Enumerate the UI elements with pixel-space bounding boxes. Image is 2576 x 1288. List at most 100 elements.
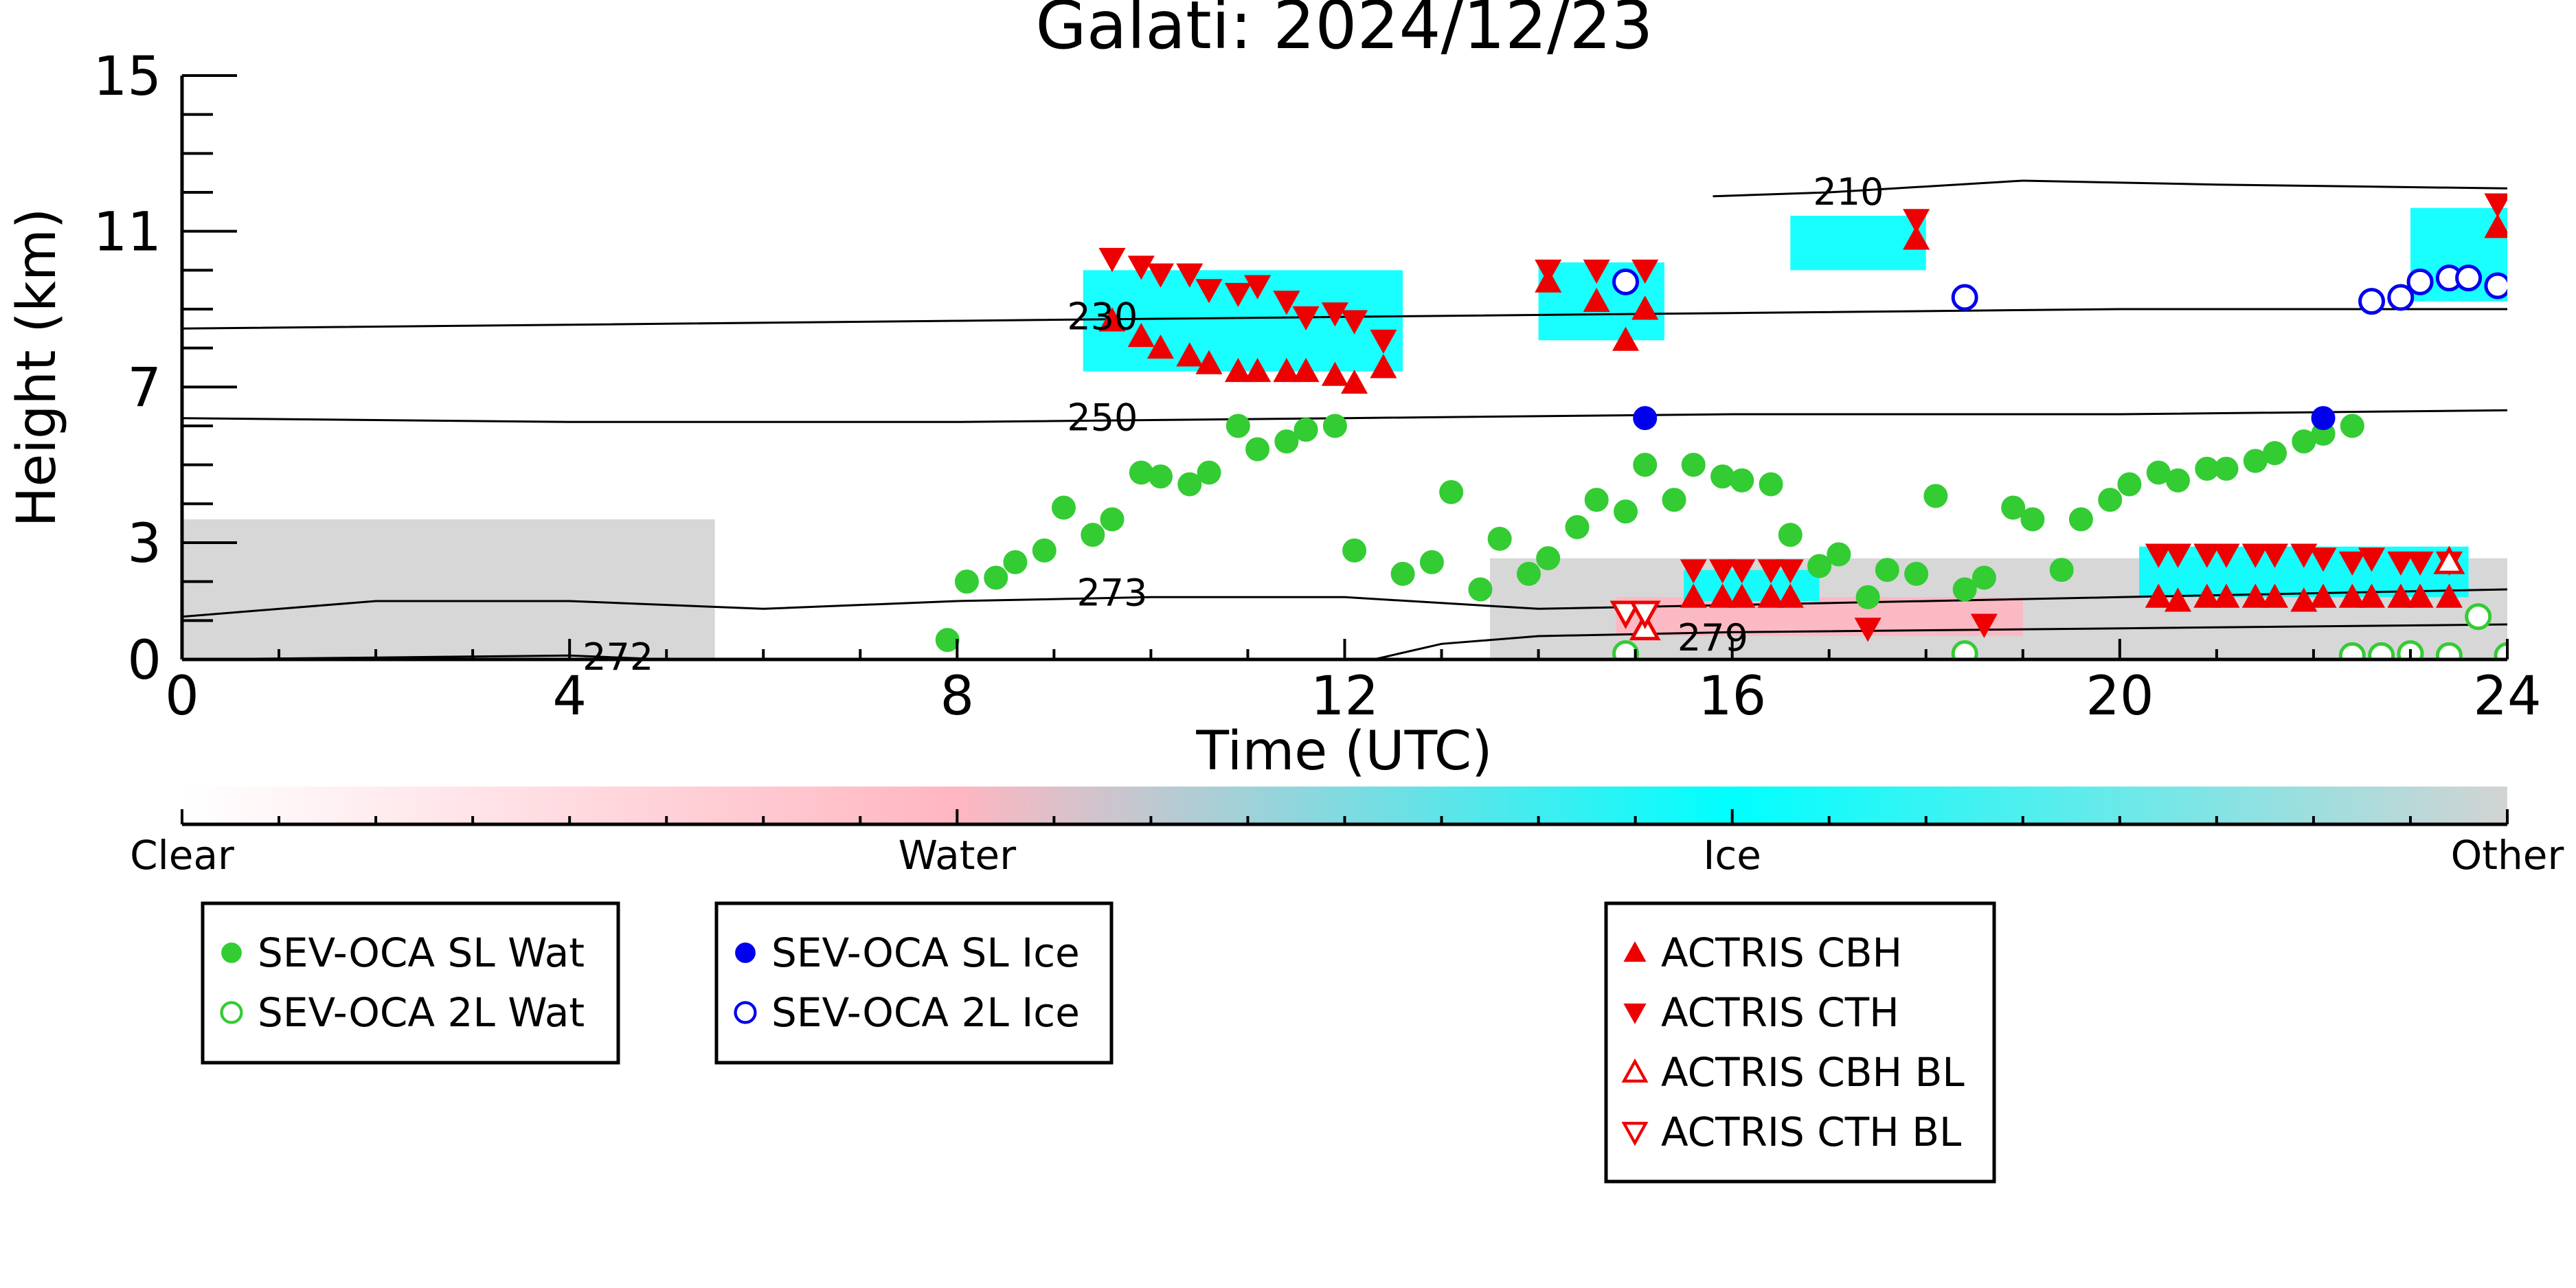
- point-sev-oca-2l-wat: [2435, 642, 2463, 659]
- point-sev-oca-2l-wat: [2465, 603, 2492, 631]
- point-sev-oca-2l-wat: [1951, 640, 1978, 659]
- point-sev-oca-sl-wat: [1149, 464, 1173, 489]
- point-actris-cbh: [1195, 350, 1223, 374]
- point-actris-cbh: [1176, 342, 1204, 367]
- point-actris-cth: [1709, 559, 1737, 584]
- point-sev-oca-sl-wat: [1536, 546, 1561, 571]
- point-actris-cth: [1244, 275, 1272, 300]
- point-sev-oca-2l-ice: [2406, 268, 2434, 295]
- point-actris-cbh: [1757, 583, 1785, 608]
- colorbar: Clear Water Ice Other: [130, 787, 2564, 879]
- point-actris-cth: [1224, 282, 1252, 308]
- point-sev-oca-sl-wat: [1342, 538, 1367, 563]
- point-actris-cth: [2164, 543, 2192, 568]
- point-actris-cth: [2358, 547, 2386, 572]
- point-actris-cbh: [1244, 357, 1272, 383]
- point-sev-oca-sl-wat: [1051, 495, 1076, 520]
- point-actris-cbh: [1612, 326, 1640, 351]
- point-actris-cbh: [2484, 214, 2507, 238]
- point-sev-oca-sl-wat: [1827, 542, 1851, 567]
- series-sev-oca-2l-wat: [1612, 603, 2507, 659]
- point-sev-oca-sl-wat: [1081, 523, 1105, 547]
- point-actris-cth: [1292, 306, 1320, 331]
- point-sev-oca-sl-wat: [1468, 577, 1493, 602]
- point-sev-oca-sl-wat: [2263, 441, 2287, 466]
- point-actris-cth: [2406, 551, 2434, 576]
- legend-marker-actris-cbh-bl: [1621, 1058, 1649, 1083]
- point-actris-cbh: [1776, 583, 1804, 608]
- point-actris-cth: [1098, 247, 1126, 273]
- point-actris-cbh: [1224, 357, 1252, 383]
- point-sev-oca-sl-wat: [1390, 561, 1415, 586]
- legend-box-2: SEV-OCA SL Ice SEV-OCA 2L Ice: [714, 901, 1114, 1065]
- point-actris-cbh: [2213, 583, 2240, 608]
- legend-marker-sev-oca-sl-wat: [221, 942, 242, 963]
- x-tick-label: 20: [2086, 666, 2154, 727]
- point-sev-oca-sl-wat: [1293, 418, 1318, 442]
- point-actris-cth: [1776, 559, 1804, 584]
- legend-item-actris-cth: ACTRIS CTH: [1623, 989, 1899, 1036]
- point-sev-oca-sl-wat: [1633, 453, 1658, 477]
- legend-marker-sev-oca-2l-wat: [220, 1001, 243, 1024]
- point-sev-oca-sl-wat: [1681, 453, 1706, 477]
- chart-title: Galati: 2024/12/23: [1035, 0, 1653, 64]
- axes: 0 4 8 12 16 20 24 0 3 7 11 15: [93, 46, 2542, 727]
- y-tick-label: 11: [93, 202, 161, 264]
- point-sev-oca-sl-wat: [2049, 558, 2074, 583]
- point-sev-oca-sl-wat: [1662, 488, 1686, 512]
- point-sev-oca-2l-ice: [2387, 284, 2415, 311]
- point-actris-cth: [2261, 543, 2289, 568]
- point-sev-oca-sl-wat: [1197, 460, 1221, 485]
- point-sev-oca-2l-ice: [1951, 284, 1978, 311]
- legend-marker-actris-cth: [1623, 1003, 1647, 1024]
- x-tick-label: 4: [552, 666, 587, 727]
- x-tick-label: 0: [165, 666, 199, 727]
- point-sev-oca-sl-wat: [1759, 472, 1783, 497]
- point-actris-cbh: [1341, 369, 1368, 394]
- legend-item-sev-oca-2l-wat: SEV-OCA 2L Wat: [220, 989, 585, 1036]
- point-sev-oca-sl-wat: [1439, 479, 1464, 504]
- point-sev-oca-sl-wat: [1875, 558, 1899, 583]
- y-tick-label: 7: [127, 357, 161, 419]
- point-sev-oca-sl-wat: [935, 628, 960, 653]
- point-sev-oca-sl-wat: [2068, 507, 2093, 532]
- point-sev-oca-sl-wat: [1419, 550, 1444, 574]
- point-actris-cth: [1176, 263, 1204, 288]
- legend-label-actris-cth: ACTRIS CTH: [1661, 989, 1899, 1036]
- point-actris-cbh: [2261, 583, 2289, 608]
- point-actris-cth: [2145, 543, 2172, 568]
- legend-label-actris-cth-bl: ACTRIS CTH BL: [1661, 1109, 1961, 1155]
- point-actris-cth: [2338, 551, 2366, 576]
- point-actris-cth: [1970, 613, 1998, 638]
- point-sev-oca-2l-ice: [2455, 264, 2483, 292]
- point-actris-cth: [2484, 193, 2507, 218]
- point-actris-cth: [2193, 543, 2221, 568]
- series-actris-cbh: [1098, 214, 2507, 612]
- point-actris-cth: [1728, 559, 1756, 584]
- contour-label-250: 250: [1067, 396, 1138, 440]
- point-actris-cth: [1370, 329, 1397, 354]
- legend-marker-sev-oca-2l-ice: [734, 1001, 757, 1024]
- legend-frame: [201, 901, 620, 1065]
- point-actris-cth: [1631, 259, 1659, 284]
- point-actris-cth: [2309, 547, 2337, 572]
- legend-marker-sev-oca-sl-ice: [735, 942, 756, 963]
- point-sev-oca-sl-wat: [2340, 414, 2364, 438]
- colorbar-labels: Clear Water Ice Other: [130, 832, 2564, 879]
- point-actris-cbh-bl: [2433, 545, 2465, 574]
- contour-250: [182, 409, 2507, 423]
- series-sev-oca-2l-ice: [1612, 264, 2507, 315]
- point-sev-oca-sl-wat: [1971, 565, 1996, 590]
- point-actris-cbh: [2309, 583, 2337, 608]
- legend-box-1: SEV-OCA SL Wat SEV-OCA 2L Wat: [201, 901, 620, 1065]
- point-sev-oca-2l-wat: [2494, 642, 2507, 659]
- legend-label-sev-oca-2l-ice: SEV-OCA 2L Ice: [771, 989, 1080, 1036]
- point-actris-cth: [2213, 543, 2240, 568]
- x-tick-label: 16: [1698, 666, 1766, 727]
- point-actris-cbh: [2406, 583, 2434, 608]
- point-actris-cth: [1341, 310, 1368, 335]
- legend-frame: [714, 901, 1114, 1065]
- point-actris-cbh: [1127, 322, 1155, 348]
- point-actris-cbh: [1680, 583, 1707, 608]
- y-ticks: 0 3 7 11 15: [93, 46, 237, 692]
